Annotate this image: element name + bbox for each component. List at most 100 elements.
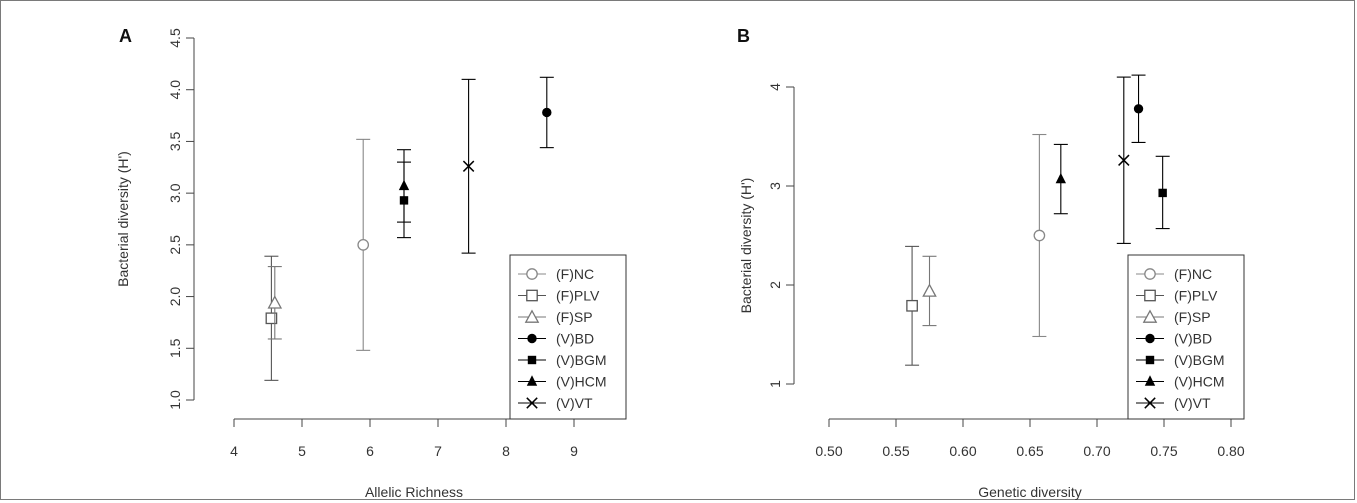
series-fplv <box>264 255 279 381</box>
data-point <box>1033 229 1046 242</box>
legend-marker <box>1144 397 1156 409</box>
legend-label: (V)BD <box>556 331 594 347</box>
y-tick-label: 2.0 <box>167 287 183 307</box>
x-tick-label: 6 <box>366 443 374 459</box>
series-vhcm <box>1053 143 1068 215</box>
legend-label: (V)BGM <box>556 352 607 368</box>
legend-label: (V)HCM <box>556 374 607 390</box>
data-point <box>1118 154 1130 166</box>
legend-label: (V)BGM <box>1174 352 1225 368</box>
x-tick-label: 0.60 <box>949 443 976 459</box>
legend-item: (V)HCM <box>518 374 607 390</box>
data-point <box>398 179 410 191</box>
legend-item: (V)BGM <box>1136 352 1225 368</box>
x-tick-label: 8 <box>502 443 510 459</box>
legend-label: (F)SP <box>556 309 593 325</box>
legend-marker <box>524 309 540 323</box>
legend-marker <box>526 289 538 302</box>
data-point <box>462 160 475 172</box>
x-tick-label: 0.80 <box>1217 443 1244 459</box>
legend-marker <box>526 375 538 386</box>
y-axis-title: Bacterial diversity (H') <box>738 178 754 314</box>
x-axis-title: Allelic Richness <box>365 484 463 500</box>
legend-item: (F)NC <box>1136 266 1212 282</box>
legend-item: (F)SP <box>518 309 593 325</box>
legend-label: (V)BD <box>1174 331 1212 347</box>
data-point <box>357 239 370 251</box>
y-tick-label: 1 <box>767 380 783 388</box>
legend-marker <box>527 355 537 365</box>
x-tick-label: 0.65 <box>1016 443 1043 459</box>
legend-label: (V)VT <box>1174 395 1211 411</box>
x-tick-label: 0.75 <box>1150 443 1177 459</box>
legend-marker-stroke-b <box>1144 397 1156 409</box>
data-point <box>542 107 552 118</box>
panel-letter: B <box>737 26 750 46</box>
x-axis-title: Genetic diversity <box>978 484 1081 500</box>
legend-label: (F)PLV <box>1174 288 1218 304</box>
series-vvt <box>1116 76 1131 244</box>
y-tick-label: 2.5 <box>167 235 183 255</box>
series-vbd <box>539 76 554 149</box>
x-tick-label: 7 <box>434 443 442 459</box>
legend-label: (F)NC <box>1174 266 1212 282</box>
series-fplv <box>905 245 920 366</box>
legend-marker <box>1145 355 1155 365</box>
legend-marker <box>527 333 537 344</box>
legend-item: (F)PLV <box>1136 288 1218 304</box>
y-tick-label: 4.0 <box>167 80 183 100</box>
legend-marker <box>1144 375 1156 386</box>
data-point-stroke-b <box>462 160 475 172</box>
data-point <box>267 295 283 309</box>
x-tick-label: 0.70 <box>1083 443 1110 459</box>
panel-letter: A <box>119 26 132 46</box>
panel-a: A 4 5 6 7 8 9 1.0 1.5 2.0 2.5 3.0 3.5 4.0 4.5 Allelic R… <box>115 26 627 500</box>
y-tick-label: 2 <box>767 281 783 289</box>
legend-item: (F)PLV <box>518 288 600 304</box>
y-tick-label: 1.0 <box>167 390 183 410</box>
legend-marker-stroke-b <box>526 397 538 409</box>
legend-item: (V)HCM <box>1136 374 1225 390</box>
series-vbgm <box>1155 155 1170 230</box>
legend-label: (F)PLV <box>556 288 600 304</box>
legend-item: (V)BD <box>1136 331 1212 347</box>
legend-marker <box>526 268 538 280</box>
series-vbd <box>1131 74 1146 143</box>
y-axis-title: Bacterial diversity (H') <box>115 151 131 287</box>
legend-box <box>509 254 627 420</box>
y-tick-label: 3.5 <box>167 131 183 151</box>
legend-marker <box>1144 289 1156 302</box>
data-point <box>906 299 918 312</box>
legend-item: (F)NC <box>518 266 594 282</box>
legend-marker <box>1145 333 1155 344</box>
legend-marker <box>1144 268 1156 280</box>
y-tick-label: 4.5 <box>167 28 183 48</box>
x-tick-label: 0.50 <box>815 443 842 459</box>
data-point <box>922 283 937 297</box>
y-tick-label: 3 <box>767 182 783 190</box>
legend-label: (F)SP <box>1174 309 1211 325</box>
y-tick-label: 3.0 <box>167 183 183 203</box>
legend-label: (V)VT <box>556 395 593 411</box>
series-fsp <box>267 266 283 340</box>
y-tick-label: 4 <box>767 83 783 91</box>
series-fnc <box>1032 133 1047 338</box>
legend-marker <box>1142 309 1158 323</box>
x-tick-label: 9 <box>570 443 578 459</box>
data-point-stroke-b <box>1118 154 1130 166</box>
data-point <box>1158 188 1167 198</box>
legend: (F)NC (F)PLV (F)SP (V)BD (V)BGM (V)HCM (V)VT <box>509 254 627 420</box>
data-point <box>1133 104 1144 114</box>
data-point <box>265 312 278 325</box>
legend-item: (V)BGM <box>518 352 607 368</box>
series-fnc <box>356 138 371 351</box>
x-tick-label: 4 <box>230 443 238 459</box>
x-tick-label: 0.55 <box>882 443 909 459</box>
series-fsp <box>922 255 937 327</box>
legend-item: (V)VT <box>1136 395 1211 411</box>
legend-label: (V)HCM <box>1174 374 1225 390</box>
series-vhcm <box>397 149 411 223</box>
legend-item: (V)VT <box>518 395 593 411</box>
